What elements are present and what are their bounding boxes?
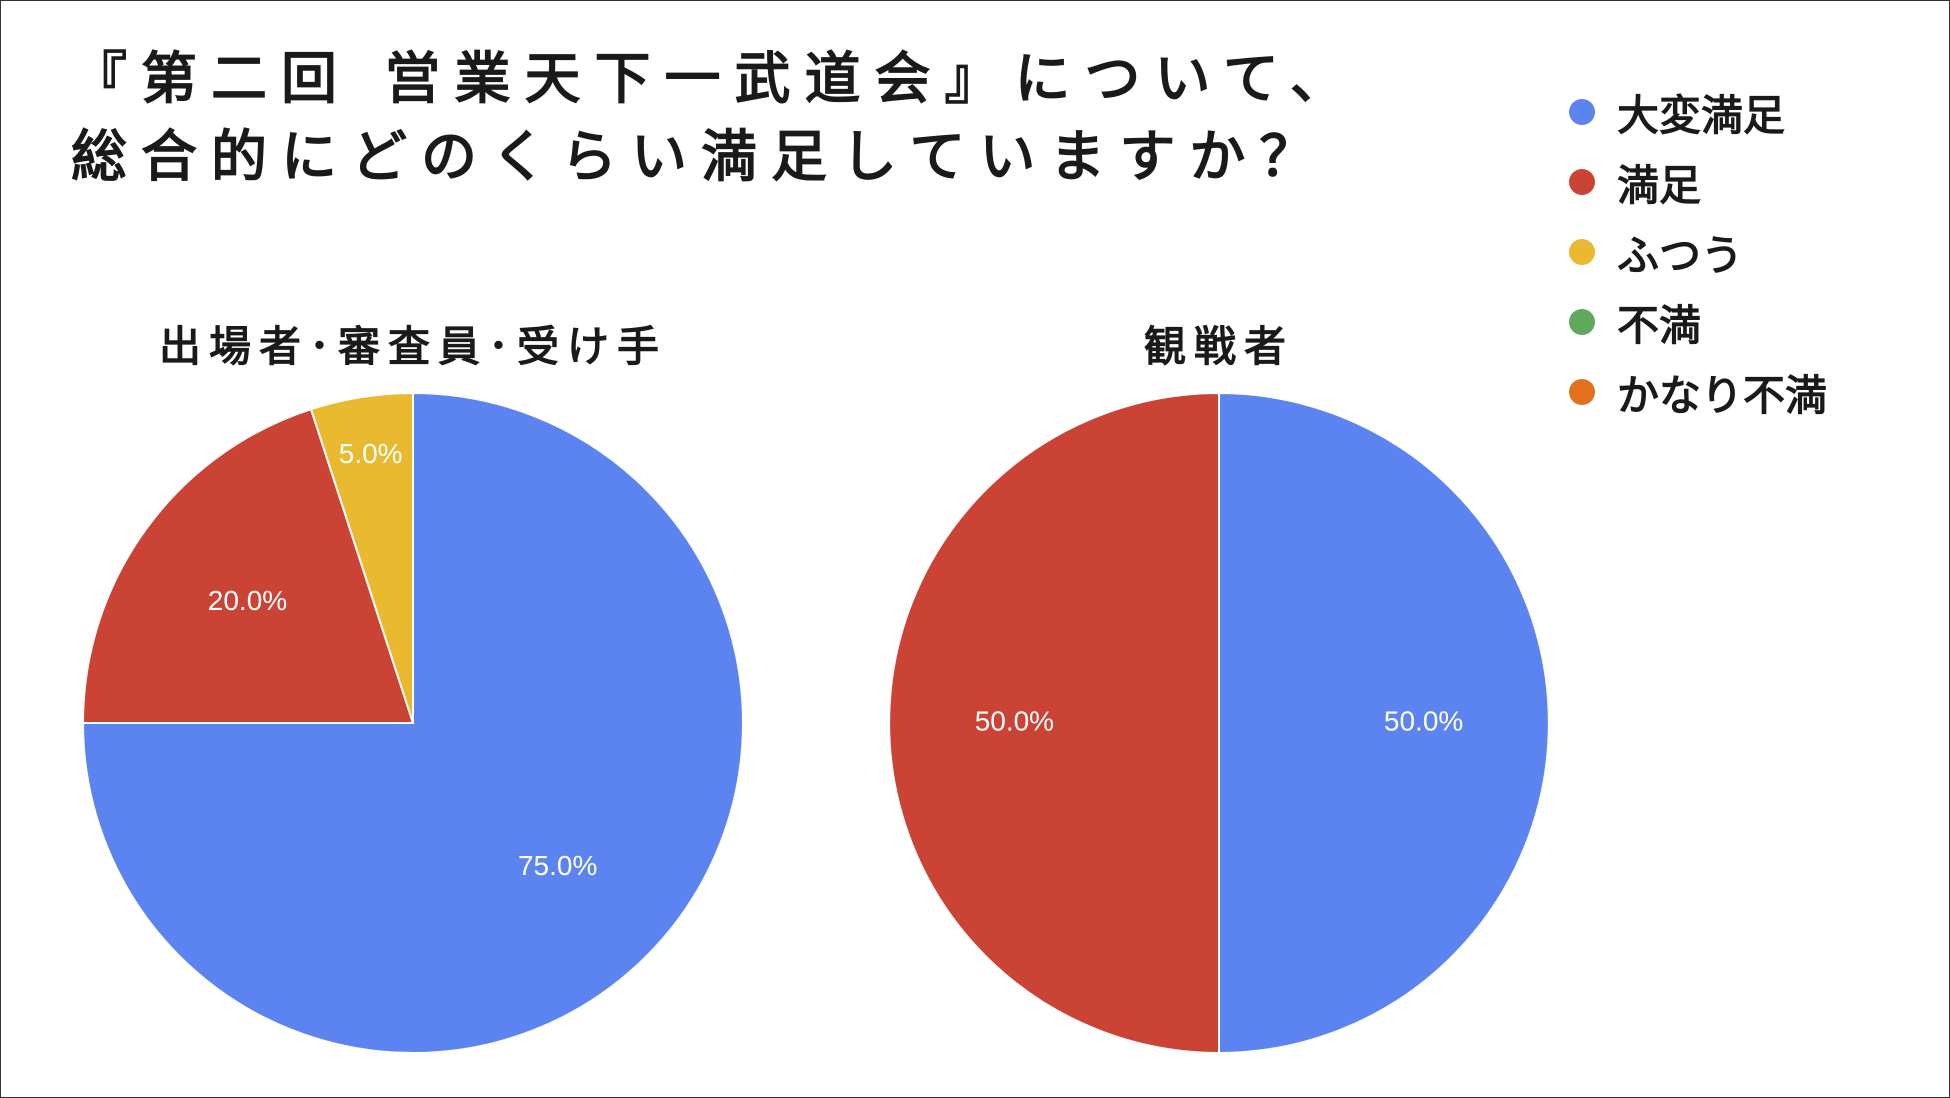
pie-slice-label-1: 50.0%: [975, 705, 1054, 736]
legend-label: かなり不満: [1617, 370, 1828, 420]
slide-title: 『第二回 営業天下一武道会』について、 総合的にどのくらい満足していますか？: [71, 41, 1471, 197]
legend: 大変満足 満足 ふつう 不満 かなり不満: [1569, 77, 1827, 427]
legend-item: 不満: [1569, 287, 1827, 357]
pie-chart-spectators: 50.0% 50.0%: [888, 391, 1550, 1055]
pie-chart-participants: 75.0% 20.0% 5.0%: [81, 391, 744, 1054]
legend-dot-icon: [1569, 99, 1595, 125]
legend-dot-icon: [1569, 169, 1595, 195]
chart-title-spectators: 観戦者: [1143, 322, 1294, 371]
slide-title-line-1: 『第二回 営業天下一武道会』について、: [71, 47, 1361, 112]
legend-item: ふつう: [1569, 217, 1827, 287]
legend-item: 大変満足: [1569, 77, 1827, 147]
pie-slice-label-1: 20.0%: [208, 585, 287, 616]
slide-title-line-2: 総合的にどのくらい満足していますか？: [71, 125, 1330, 190]
legend-dot-icon: [1569, 239, 1595, 265]
pie-slice-1: [81, 407, 415, 724]
pie-slice-label-2: 5.0%: [339, 438, 403, 469]
legend-label: 満足: [1617, 160, 1702, 210]
legend-label: 不満: [1617, 300, 1702, 350]
pie-slice-label-0: 50.0%: [1384, 705, 1463, 736]
legend-label: 大変満足: [1617, 90, 1786, 140]
pie-slice-1: [888, 391, 1220, 1055]
legend-label: ふつう: [1617, 230, 1744, 280]
pie-slice-label-0: 75.0%: [518, 850, 597, 881]
pie-slice-2: [309, 391, 414, 724]
pie-slice-0: [81, 391, 744, 1054]
legend-dot-icon: [1569, 379, 1595, 405]
legend-item: かなり不満: [1569, 357, 1827, 427]
chart-title-participants: 出場者･審査員･受け手: [158, 322, 667, 371]
legend-item: 満足: [1569, 147, 1827, 217]
pie-slice-0: [1218, 391, 1550, 1055]
legend-dot-icon: [1569, 309, 1595, 335]
